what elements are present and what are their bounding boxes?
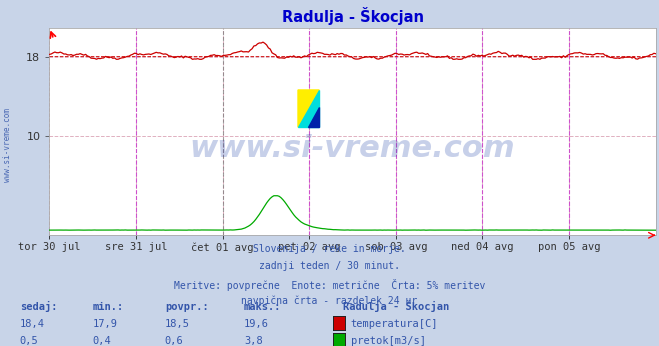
Text: sedaj:: sedaj: (20, 301, 57, 312)
Text: www.si-vreme.com: www.si-vreme.com (190, 134, 515, 163)
Text: povpr.:: povpr.: (165, 302, 208, 312)
Text: min.:: min.: (92, 302, 123, 312)
Polygon shape (298, 90, 319, 127)
Polygon shape (308, 107, 319, 127)
Text: 19,6: 19,6 (244, 319, 269, 329)
Text: www.si-vreme.com: www.si-vreme.com (3, 108, 13, 182)
Text: Meritve: povprečne  Enote: metrične  Črta: 5% meritev: Meritve: povprečne Enote: metrične Črta:… (174, 279, 485, 291)
Polygon shape (298, 90, 319, 127)
Text: 0,4: 0,4 (92, 336, 111, 346)
Text: 18,4: 18,4 (20, 319, 45, 329)
Text: pretok[m3/s]: pretok[m3/s] (351, 336, 426, 346)
Text: 0,6: 0,6 (165, 336, 183, 346)
Text: 3,8: 3,8 (244, 336, 262, 346)
Text: 17,9: 17,9 (92, 319, 117, 329)
Text: navpična črta - razdelek 24 ur: navpična črta - razdelek 24 ur (241, 296, 418, 306)
Title: Radulja - Škocjan: Radulja - Škocjan (281, 7, 424, 25)
Text: zadnji teden / 30 minut.: zadnji teden / 30 minut. (259, 261, 400, 271)
Text: temperatura[C]: temperatura[C] (351, 319, 438, 329)
Text: 18,5: 18,5 (165, 319, 190, 329)
Text: Radulja - Škocjan: Radulja - Škocjan (343, 300, 449, 312)
Text: Slovenija / reke in morje.: Slovenija / reke in morje. (253, 244, 406, 254)
Text: 0,5: 0,5 (20, 336, 38, 346)
Text: maks.:: maks.: (244, 302, 281, 312)
